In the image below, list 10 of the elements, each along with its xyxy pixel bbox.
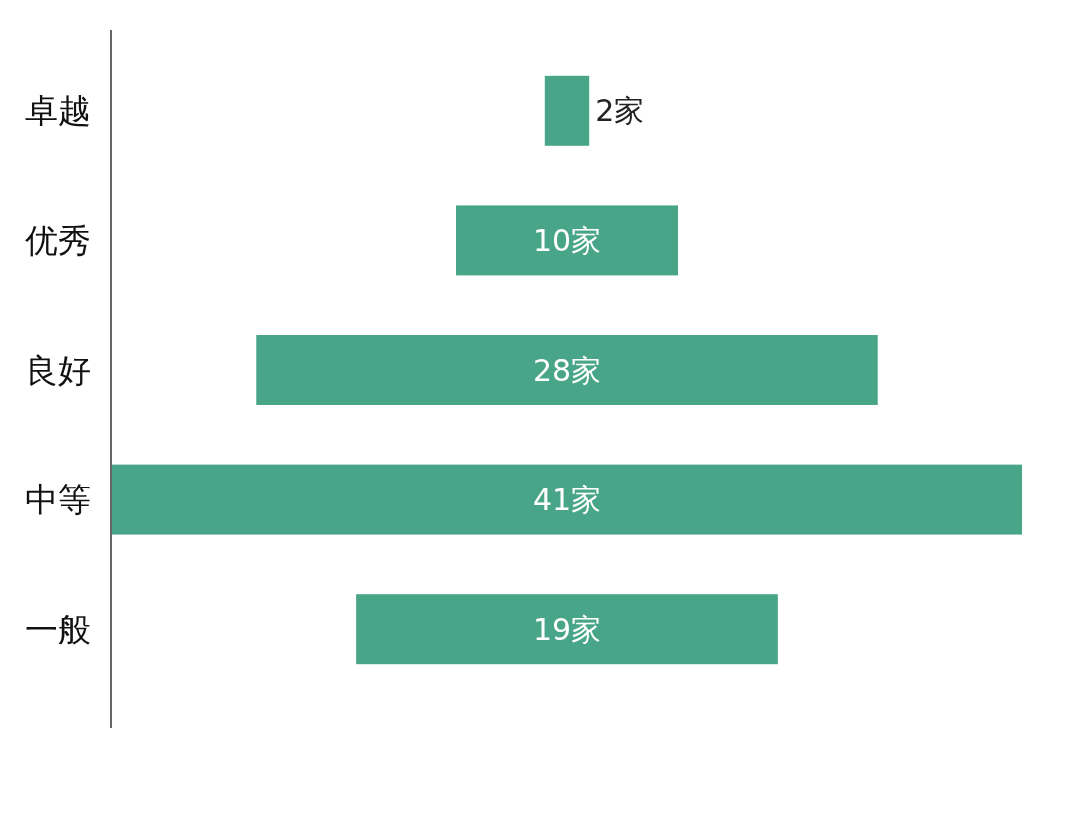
data-label: 28家: [532, 352, 602, 388]
data-label: 19家: [532, 611, 602, 647]
data-label: 2家: [595, 93, 645, 129]
category-label: 中等: [25, 480, 91, 520]
category-label: 一般: [25, 609, 91, 649]
data-label: 41家: [532, 482, 602, 518]
category-label: 卓越: [25, 91, 91, 131]
category-label: 优秀: [25, 220, 91, 260]
category-label: 良好: [25, 350, 91, 390]
data-label: 10家: [532, 222, 602, 258]
